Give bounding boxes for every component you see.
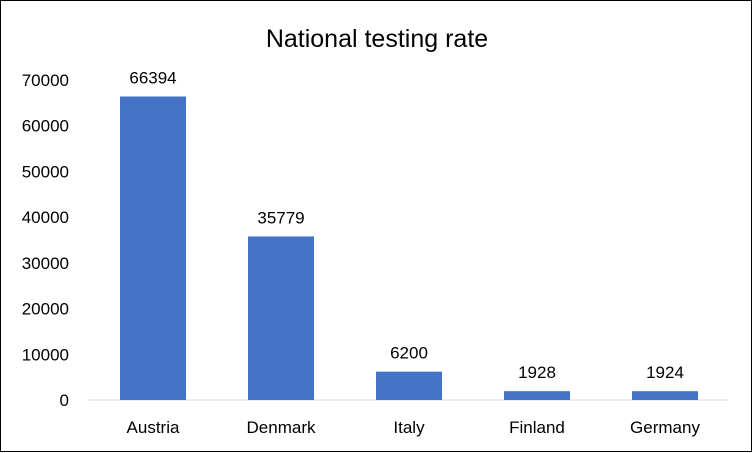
bar-finland	[504, 391, 570, 400]
x-axis-labels: Austria Denmark Italy Finland Germany	[127, 418, 701, 437]
x-tick-label-austria: Austria	[127, 418, 180, 437]
chart-title: National testing rate	[266, 25, 488, 53]
y-tick-label: 50000	[22, 162, 69, 181]
y-tick-label: 70000	[22, 71, 69, 90]
bars-group	[120, 96, 698, 401]
bar-germany	[632, 391, 698, 400]
data-labels-group: 66394 35779 6200 1928 1924	[129, 68, 684, 382]
y-tick-label: 10000	[22, 345, 69, 364]
x-tick-label-italy: Italy	[393, 418, 425, 437]
x-tick-label-denmark: Denmark	[247, 418, 316, 437]
data-label-finland: 1928	[518, 363, 556, 382]
data-label-denmark: 35779	[257, 208, 304, 227]
data-label-italy: 6200	[390, 344, 428, 363]
data-label-germany: 1924	[646, 363, 684, 382]
y-axis: 0 10000 20000 30000 40000 50000 60000 70000	[22, 71, 69, 410]
y-tick-label: 0	[60, 391, 69, 410]
y-tick-label: 20000	[22, 300, 69, 319]
bar-denmark	[248, 236, 314, 400]
y-tick-label: 60000	[22, 117, 69, 136]
bar-italy	[376, 371, 442, 400]
bar-austria	[120, 96, 186, 401]
y-tick-label: 30000	[22, 254, 69, 273]
x-tick-label-germany: Germany	[630, 418, 700, 437]
data-label-austria: 66394	[129, 68, 176, 87]
x-tick-label-finland: Finland	[509, 418, 565, 437]
y-tick-label: 40000	[22, 208, 69, 227]
